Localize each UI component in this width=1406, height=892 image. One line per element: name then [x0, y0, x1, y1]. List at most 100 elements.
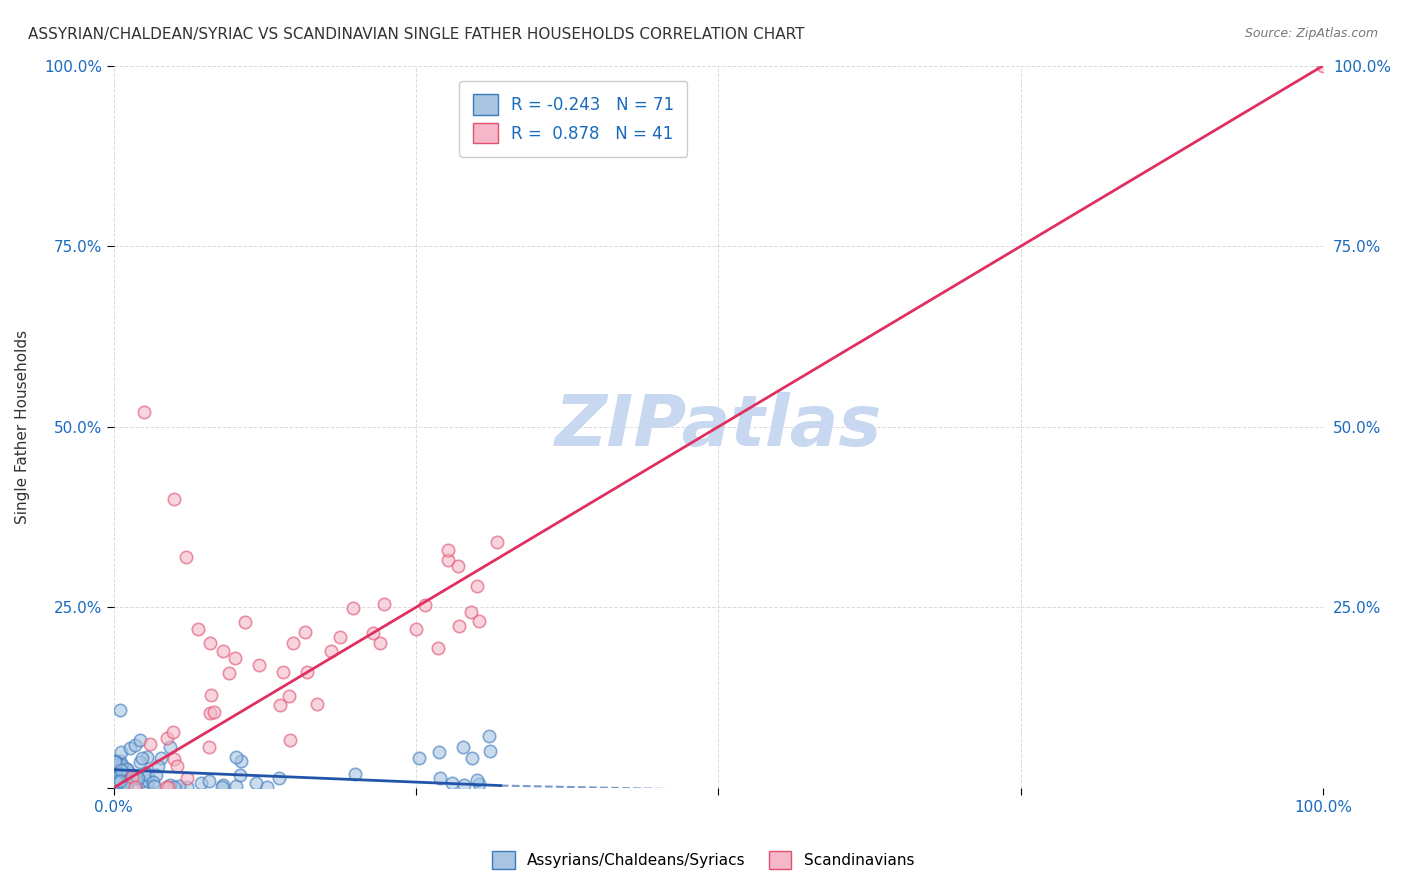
Point [145, 768, 167, 782]
Point [478, 744, 501, 758]
Point [465, 578, 488, 592]
Point [135, 765, 157, 780]
Point [321, 643, 343, 657]
Point [437, 553, 460, 567]
Point [281, 636, 304, 650]
Point [429, 771, 451, 785]
Point [280, 732, 302, 747]
Point [163, 780, 186, 794]
Point [408, 751, 430, 765]
Point [105, 771, 128, 785]
Point [128, 771, 150, 785]
Point [157, 780, 180, 794]
Point [107, 773, 129, 788]
Point [136, 773, 159, 788]
Point [305, 697, 328, 711]
Point [267, 771, 290, 785]
Point [110, 745, 132, 759]
Point [478, 729, 501, 743]
Point [441, 776, 464, 790]
Point [176, 771, 198, 785]
Point [115, 763, 138, 777]
Point [200, 636, 222, 650]
Point [218, 666, 240, 681]
Point [104, 756, 127, 770]
Point [115, 774, 138, 789]
Point [225, 779, 247, 793]
Point [104, 754, 127, 768]
Point [373, 597, 395, 611]
Point [174, 549, 197, 564]
Point [245, 776, 267, 790]
Point [125, 769, 148, 783]
Point [229, 754, 252, 768]
Point [461, 751, 484, 765]
Point [211, 643, 233, 657]
Point [111, 758, 134, 772]
Point [155, 780, 177, 794]
Point [486, 535, 509, 549]
Point [108, 757, 131, 772]
Point [297, 665, 319, 680]
Point [135, 780, 157, 794]
Point [129, 732, 152, 747]
Point [159, 779, 181, 793]
Point [447, 619, 470, 633]
Point [162, 724, 184, 739]
Point [110, 779, 132, 793]
Point [405, 622, 427, 636]
Legend: R = -0.243   N = 71, R =  0.878   N = 41: R = -0.243 N = 71, R = 0.878 N = 41 [460, 81, 688, 157]
Point [427, 745, 450, 759]
Point [361, 625, 384, 640]
Point [110, 767, 132, 781]
Point [368, 636, 391, 650]
Point [104, 777, 127, 791]
Point [197, 739, 219, 754]
Point [143, 779, 166, 793]
Point [107, 775, 129, 789]
Text: ZIPatlas: ZIPatlas [555, 392, 882, 461]
Point [108, 754, 131, 768]
Point [269, 698, 291, 713]
Point [187, 622, 209, 636]
Point [163, 491, 186, 506]
Point [120, 741, 142, 756]
Point [132, 405, 155, 419]
Point [159, 739, 181, 754]
Point [111, 772, 134, 787]
Point [121, 770, 143, 784]
Point [200, 688, 222, 702]
Point [115, 763, 138, 777]
Point [124, 780, 146, 794]
Point [122, 780, 145, 794]
Point [142, 774, 165, 789]
Point [224, 650, 246, 665]
Point [108, 773, 131, 788]
Point [104, 757, 127, 772]
Point [176, 780, 198, 794]
Point [329, 630, 352, 644]
Point [342, 601, 364, 615]
Point [117, 778, 139, 792]
Point [451, 740, 474, 755]
Point [202, 705, 225, 719]
Point [115, 763, 138, 777]
Point [167, 780, 190, 794]
Point [136, 768, 159, 782]
Point [110, 763, 132, 777]
Point [447, 559, 470, 574]
Point [229, 768, 252, 782]
Point [465, 773, 488, 788]
Point [139, 737, 162, 751]
Point [460, 605, 482, 619]
Point [128, 755, 150, 769]
Y-axis label: Single Father Households: Single Father Households [15, 330, 30, 524]
Point [190, 776, 212, 790]
Point [256, 780, 278, 794]
Point [212, 778, 235, 792]
Point [427, 640, 450, 655]
Point [136, 750, 159, 764]
Point [131, 751, 153, 765]
Point [198, 773, 221, 788]
Text: Source: ZipAtlas.com: Source: ZipAtlas.com [1244, 27, 1378, 40]
